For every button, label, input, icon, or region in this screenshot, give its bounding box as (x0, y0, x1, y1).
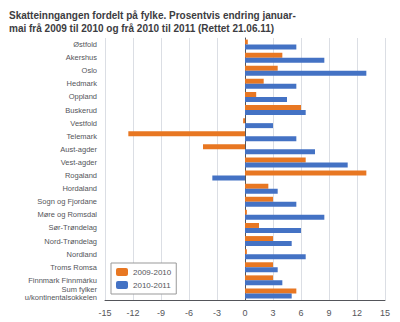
svg-text:u/kontinentalsokkelen: u/kontinentalsokkelen (25, 293, 97, 302)
svg-text:-15: -15 (98, 308, 111, 318)
svg-text:Troms Romsa: Troms Romsa (50, 263, 98, 272)
svg-text:9: 9 (326, 308, 331, 318)
svg-text:15: 15 (380, 308, 390, 318)
svg-text:Nordland: Nordland (67, 250, 97, 259)
svg-text:2010-2011: 2010-2011 (133, 281, 171, 290)
svg-text:Sum fylker: Sum fylker (61, 284, 97, 294)
svg-text:Nord-Trøndelag: Nord-Trøndelag (44, 237, 97, 246)
svg-text:0: 0 (242, 308, 247, 318)
svg-text:-3: -3 (213, 308, 221, 318)
svg-text:Østfold: Østfold (73, 40, 97, 49)
svg-text:Sør-Trøndelag: Sør-Trøndelag (49, 223, 97, 232)
svg-text:Finnmark Finnmárku: Finnmark Finnmárku (28, 276, 97, 285)
svg-text:12: 12 (352, 308, 362, 318)
svg-text:mai frå 2009 til 2010 og frå 2: mai frå 2009 til 2010 og frå 2010 til 20… (9, 23, 274, 34)
svg-text:Vest-agder: Vest-agder (61, 158, 98, 167)
svg-text:Skatteinngangen fordelt på fyl: Skatteinngangen fordelt på fylke. Prosen… (9, 10, 296, 21)
svg-text:-9: -9 (157, 308, 165, 318)
svg-text:Sogn og Fjordane: Sogn og Fjordane (37, 197, 97, 206)
svg-text:-12: -12 (126, 308, 139, 318)
svg-text:Telemark: Telemark (67, 132, 98, 141)
svg-text:Oslo: Oslo (82, 66, 97, 75)
svg-text:2009-2010: 2009-2010 (133, 268, 172, 277)
svg-text:-6: -6 (185, 308, 193, 318)
svg-text:Hordaland: Hordaland (62, 184, 97, 193)
svg-text:3: 3 (270, 308, 275, 318)
svg-text:Oppland: Oppland (69, 92, 97, 101)
svg-text:Aust-agder: Aust-agder (60, 145, 97, 154)
svg-text:6: 6 (298, 308, 303, 318)
svg-text:Hedmark: Hedmark (67, 79, 98, 88)
svg-text:Rogaland: Rogaland (65, 171, 97, 180)
svg-text:Vestfold: Vestfold (70, 119, 97, 128)
svg-text:Møre og Romsdal: Møre og Romsdal (37, 210, 97, 219)
svg-text:Akershus: Akershus (66, 53, 98, 62)
svg-text:Buskerud: Buskerud (65, 106, 97, 115)
